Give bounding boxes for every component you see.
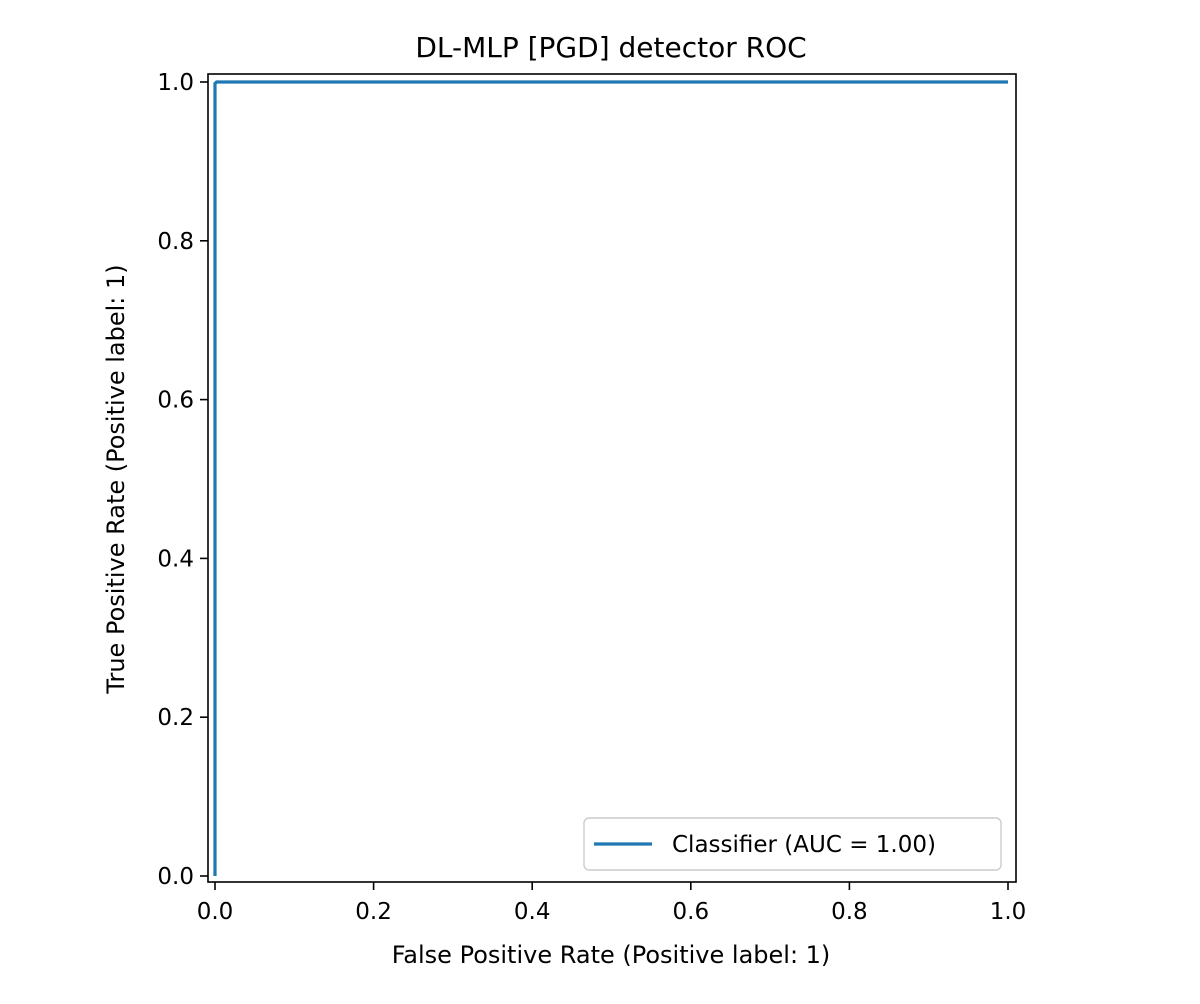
y-tick-label: 1.0	[157, 70, 194, 96]
x-tick-label: 0.0	[197, 899, 234, 925]
y-tick-label: 0.2	[157, 705, 194, 731]
y-tick-label: 0.8	[157, 229, 194, 255]
y-tick-label: 0.0	[157, 864, 194, 890]
x-tick-label: 0.2	[355, 899, 392, 925]
x-tick-label: 1.0	[990, 899, 1027, 925]
plot-area: 0.0 0.2 0.4 0.6 0.8 1.0 0.0 0.2 0.4 0.6 0.8 1.0	[157, 70, 1026, 925]
y-axis-ticks: 0.0 0.2 0.4 0.6 0.8 1.0	[157, 70, 208, 890]
y-axis-label: True Positive Rate (Positive label: 1)	[102, 264, 130, 694]
x-axis-ticks: 0.0 0.2 0.4 0.6 0.8 1.0	[197, 882, 1027, 925]
chart-title: DL-MLP [PGD] detector ROC	[415, 31, 806, 64]
x-tick-label: 0.4	[514, 899, 551, 925]
y-tick-label: 0.6	[157, 388, 194, 414]
legend: Classifier (AUC = 1.00)	[583, 817, 1002, 871]
x-tick-label: 0.6	[673, 899, 710, 925]
series-layer	[213, 80, 1008, 876]
plot-background	[208, 74, 1016, 882]
plot-border	[207, 73, 1017, 883]
x-tick-label: 0.8	[831, 899, 868, 925]
x-axis-label: False Positive Rate (Positive label: 1)	[392, 941, 831, 969]
legend-box	[583, 817, 1002, 871]
legend-label-classifier: Classifier (AUC = 1.00)	[672, 832, 936, 858]
y-tick-label: 0.4	[157, 546, 194, 572]
roc-curve-line	[213, 80, 1008, 876]
